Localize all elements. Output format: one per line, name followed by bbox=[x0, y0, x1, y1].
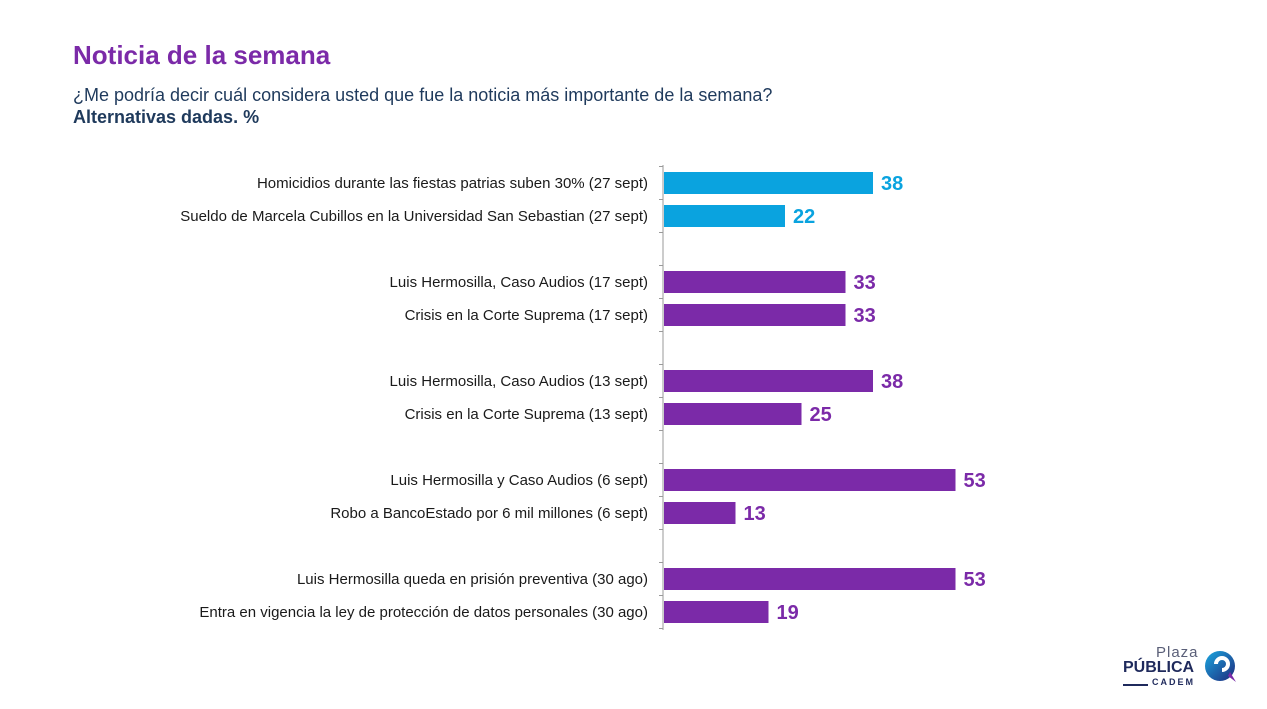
category-label: Luis Hermosilla, Caso Audios (13 sept) bbox=[390, 373, 648, 390]
category-label: Entra en vigencia la ley de protección d… bbox=[199, 604, 648, 621]
value-label: 33 bbox=[854, 272, 876, 294]
bar bbox=[664, 568, 956, 590]
value-label: 53 bbox=[964, 569, 986, 591]
answer-type-note: Alternativas dadas. % bbox=[73, 107, 260, 127]
bar bbox=[664, 502, 736, 524]
value-label: 33 bbox=[854, 305, 876, 327]
value-label: 13 bbox=[744, 503, 766, 525]
bar bbox=[664, 403, 802, 425]
bar bbox=[664, 601, 769, 623]
category-label: Homicidios durante las fiestas patrias s… bbox=[257, 175, 648, 192]
logo-publica-text: PÚBLICA bbox=[1123, 659, 1195, 676]
value-label: 22 bbox=[793, 206, 815, 228]
category-label: Crisis en la Corte Suprema (13 sept) bbox=[405, 406, 648, 423]
bar bbox=[664, 304, 846, 326]
category-label: Robo a BancoEstado por 6 mil millones (6… bbox=[330, 505, 648, 522]
page-title: Noticia de la semana bbox=[73, 40, 331, 70]
logo-cadem-text: CADEM bbox=[1152, 677, 1195, 687]
value-label: 19 bbox=[777, 602, 799, 624]
bar bbox=[664, 205, 785, 227]
bar bbox=[664, 469, 956, 491]
category-label: Sueldo de Marcela Cubillos en la Univers… bbox=[180, 208, 648, 225]
logo-underline bbox=[1123, 684, 1148, 686]
bar bbox=[664, 271, 846, 293]
value-label: 53 bbox=[964, 470, 986, 492]
value-label: 38 bbox=[881, 173, 903, 195]
plaza-publica-cadem-logo: Plaza PÚBLICA CADEM bbox=[1118, 644, 1240, 690]
category-label: Luis Hermosilla queda en prisión prevent… bbox=[297, 571, 648, 588]
category-label: Luis Hermosilla y Caso Audios (6 sept) bbox=[390, 472, 648, 489]
bar bbox=[664, 172, 873, 194]
value-label: 38 bbox=[881, 371, 903, 393]
question-subtitle: ¿Me podría decir cuál considera usted qu… bbox=[73, 85, 773, 105]
bar bbox=[664, 370, 873, 392]
value-label: 25 bbox=[810, 404, 832, 426]
speech-bubble-icon bbox=[1205, 651, 1236, 682]
logo-plaza-text: Plaza bbox=[1156, 644, 1199, 661]
category-label: Luis Hermosilla, Caso Audios (17 sept) bbox=[390, 274, 648, 291]
category-label: Crisis en la Corte Suprema (17 sept) bbox=[405, 307, 648, 324]
